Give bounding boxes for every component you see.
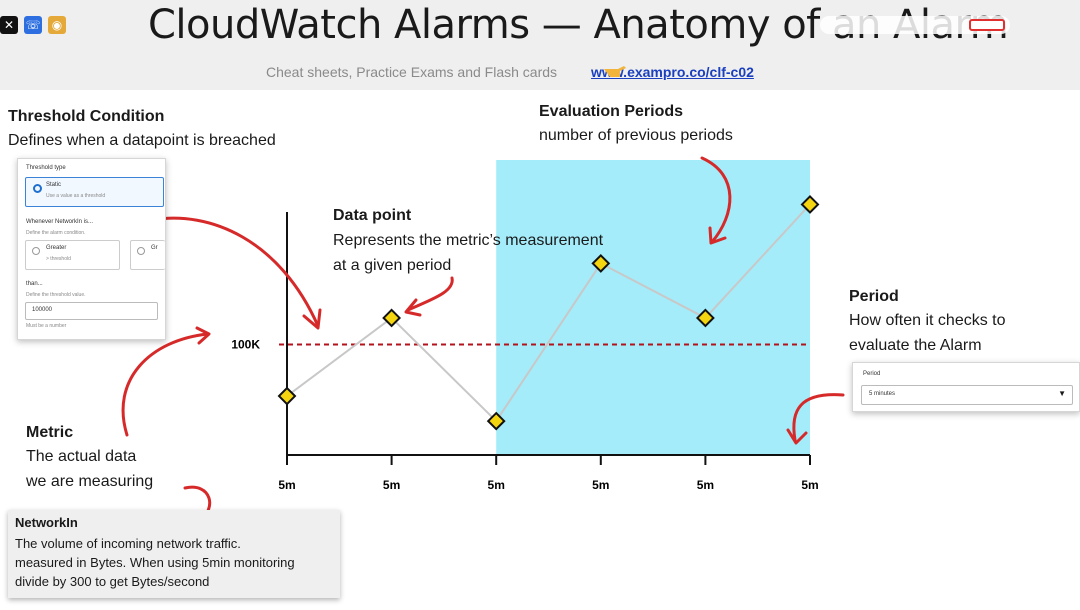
period-select-value: 5 minutes [869, 391, 896, 397]
whenever-label: Whenever NetworkIn is... [26, 219, 94, 225]
than-hint: Define the threshold value. [26, 292, 86, 298]
chat-icon[interactable]: ☏ [24, 16, 42, 34]
exampro-link[interactable]: www.exampro.co/clf-c02 [591, 64, 754, 80]
x-tick-label: 5m [278, 478, 295, 492]
arrow-period [792, 393, 845, 442]
greater-equal-label: Gr [151, 245, 158, 251]
data-point-marker [695, 308, 715, 328]
data-point-marker [277, 386, 297, 406]
evaluation-desc: number of previous periods [539, 127, 733, 144]
data-point-marker [486, 411, 506, 431]
x-tick-label: 5m [592, 478, 609, 492]
evaluation-title: Evaluation Periods [539, 103, 684, 120]
datapoint-desc-2: at a given period [333, 257, 452, 274]
period-card: Period 5 minutes ▼ [852, 362, 1080, 412]
threshold-card: Threshold type Static Use a value as a t… [17, 158, 166, 340]
whenever-hint: Define the alarm condition. [26, 230, 86, 236]
x-tick-label: 5m [801, 478, 818, 492]
pointing-hand-icon [604, 66, 626, 77]
datapoint-title: Data point [333, 207, 412, 224]
must-be-number: Must be a number [26, 323, 67, 329]
threshold-value-input[interactable]: 100000 [25, 302, 158, 320]
networkin-info-box: NetworkIn The volume of incoming network… [8, 510, 340, 598]
recording-bar-icon [820, 16, 1010, 34]
x-tick-label: 5m [697, 478, 714, 492]
networkin-line-3: divide by 300 to get Bytes/second [15, 574, 210, 589]
metric-desc-1: The actual data [26, 448, 137, 465]
evaluation-periods-shade [496, 160, 810, 455]
metric-title: Metric [26, 424, 74, 441]
arrow-period-head [786, 428, 808, 445]
data-points [277, 195, 820, 431]
x-tick-label: 5m [488, 478, 505, 492]
subtitle: Cheat sheets, Practice Exams and Flash c… [266, 64, 754, 80]
subtitle-text: Cheat sheets, Practice Exams and Flash c… [266, 64, 558, 80]
x-tick-label: 5m [383, 478, 400, 492]
period-card-label: Period [863, 371, 881, 377]
data-point-marker [591, 254, 611, 273]
threshold-type-label: Threshold type [26, 165, 66, 171]
radio-selected-icon [33, 184, 42, 193]
arrow-metric-head [195, 326, 211, 345]
metric-desc-2: we are measuring [26, 473, 154, 490]
arrow-threshold-head [302, 308, 322, 330]
profile-icon[interactable]: ◉ [48, 16, 66, 34]
x-icon[interactable]: ✕ [0, 16, 18, 34]
static-option[interactable]: Static Use a value as a threshold [25, 177, 164, 207]
threshold-desc: Defines when a datapoint is breached [8, 132, 276, 149]
networkin-line-1: The volume of incoming network traffic. [15, 536, 241, 551]
threshold-label: 100K [231, 337, 260, 351]
period-desc-1: How often it checks to [849, 312, 1006, 329]
period-desc-2: evaluate the Alarm [849, 337, 982, 354]
static-hint: Use a value as a threshold [46, 193, 106, 199]
arrow-metric [121, 332, 210, 437]
than-label: than... [26, 281, 43, 287]
arrow-evaluation [700, 156, 732, 244]
greater-label: Greater [46, 245, 67, 251]
period-select[interactable]: 5 minutes ▼ [861, 385, 1073, 405]
radio-icon [32, 247, 40, 255]
data-point-marker [800, 195, 820, 214]
threshold-title: Threshold Condition [8, 108, 165, 125]
period-title: Period [849, 288, 899, 305]
networkin-desc: The volume of incoming network traffic. … [15, 534, 335, 591]
networkin-line-2: measured in Bytes. When using 5min monit… [15, 555, 295, 570]
datapoint-desc-1: Represents the metric’s measurement [333, 232, 604, 249]
metric-line [286, 203, 811, 423]
static-label: Static [46, 182, 62, 188]
arrow-datapoint-head [404, 298, 422, 317]
threshold-value: 100000 [32, 307, 53, 313]
arrow-evaluation-head [708, 226, 727, 245]
toolbar-icons: ✕ ☏ ◉ [0, 16, 66, 34]
caret-down-icon: ▼ [1058, 389, 1066, 398]
x-ticks: 5m 5m 5m 5m 5m 5m [278, 455, 819, 492]
header-bar [0, 0, 1080, 90]
arrow-datapoint [406, 276, 454, 312]
greater-equal-option[interactable]: Gr [130, 240, 165, 270]
data-point-marker [382, 308, 402, 328]
radio-icon [137, 247, 145, 255]
greater-option[interactable]: Greater > threshold [25, 240, 120, 270]
greater-hint: > threshold [46, 256, 71, 262]
networkin-title: NetworkIn [15, 515, 78, 530]
arrow-threshold [150, 216, 320, 328]
